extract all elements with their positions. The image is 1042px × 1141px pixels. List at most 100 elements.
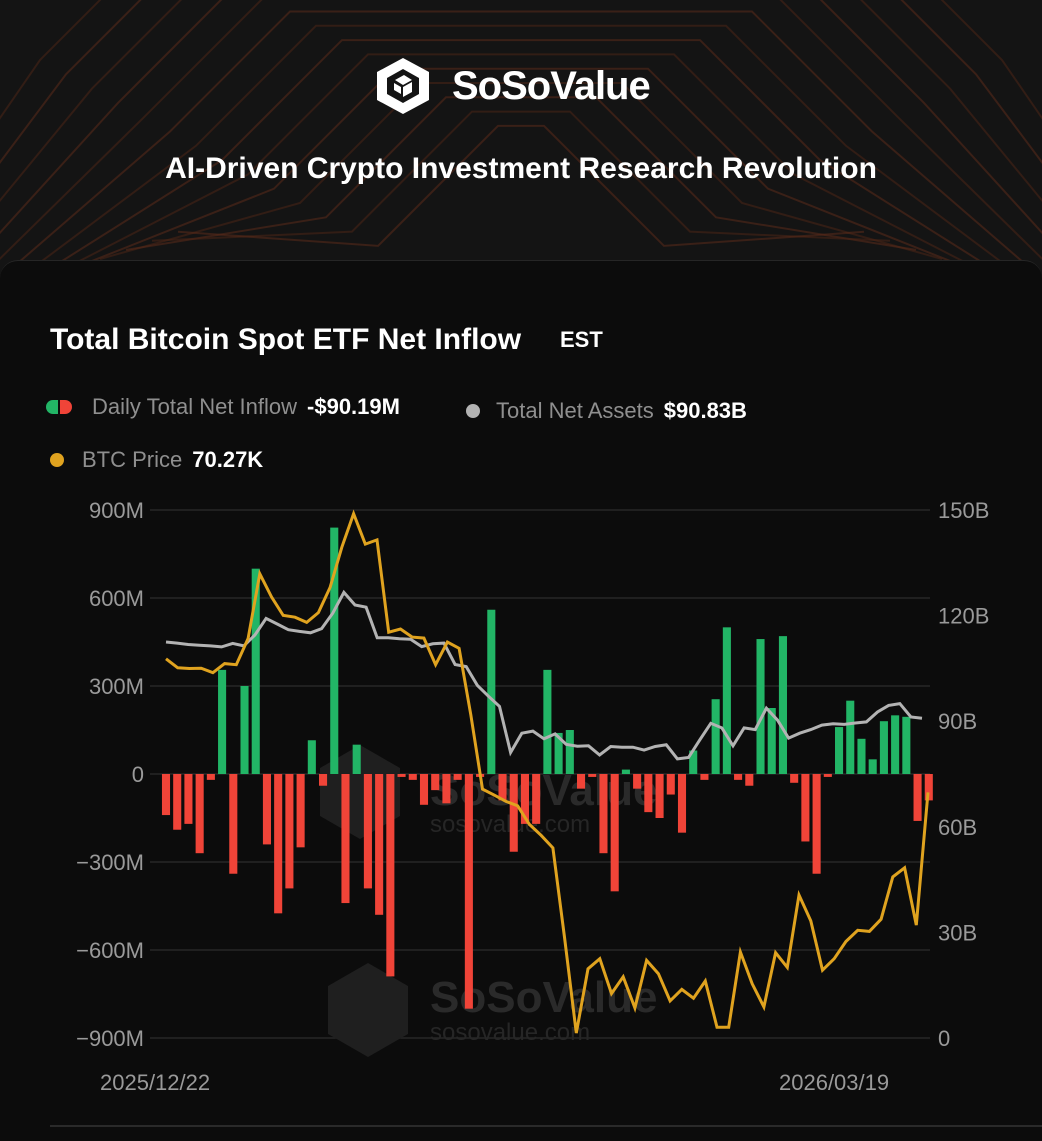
- inflow-bar: [913, 774, 922, 821]
- inflow-bar: [823, 774, 832, 777]
- inflow-bar: [689, 750, 698, 774]
- tagline: AI-Driven Crypto Investment Research Rev…: [165, 152, 877, 185]
- inflow-bar: [767, 708, 776, 774]
- x-start-label: 2025/12/22: [100, 1070, 210, 1095]
- legend-inflow[interactable]: Daily Total Net Inflow -$90.19M: [46, 394, 400, 420]
- inflow-bar: [891, 715, 900, 774]
- inflow-bar: [262, 774, 271, 845]
- right-tick-label: 30B: [938, 920, 977, 945]
- inflow-bar: [801, 774, 810, 842]
- left-tick-label: −900M: [76, 1026, 144, 1051]
- inflow-bar: [285, 774, 294, 889]
- inflow-bar: [352, 744, 361, 774]
- left-tick-label: −300M: [76, 850, 144, 875]
- inflow-bar: [621, 769, 630, 774]
- legend-inflow-value: -$90.19M: [307, 394, 400, 419]
- legend-price[interactable]: BTC Price 70.27K: [50, 447, 263, 473]
- inflow-bar: [745, 774, 754, 786]
- total-net-assets-line: [165, 589, 923, 761]
- right-tick-label: 150B: [938, 498, 989, 523]
- inflow-bar: [846, 700, 855, 774]
- inflow-bars: [161, 527, 933, 1009]
- inflow-bar: [184, 774, 193, 824]
- inflow-bar: [565, 730, 574, 774]
- legend-assets-label: Total Net Assets: [496, 398, 654, 423]
- inflow-bar: [375, 774, 384, 915]
- background-pattern: [0, 0, 1042, 294]
- inflow-bar: [296, 774, 305, 848]
- right-tick-label: 90B: [938, 709, 977, 734]
- inflow-bar: [397, 774, 406, 777]
- right-tick-label: 120B: [938, 604, 989, 629]
- inflow-bar: [610, 774, 619, 892]
- left-tick-label: −600M: [76, 938, 144, 963]
- inflow-bar: [577, 774, 586, 789]
- inflow-bar: [588, 774, 597, 777]
- inflow-bar: [924, 774, 933, 801]
- inflow-bar: [330, 527, 339, 774]
- inflow-bar: [532, 774, 541, 824]
- inflow-bar: [274, 774, 283, 914]
- inflow-bar: [655, 774, 664, 818]
- btc-price-line: [165, 509, 930, 1034]
- inflow-bar: [756, 639, 765, 774]
- inflow-bar: [161, 774, 171, 816]
- legend-inflow-label: Daily Total Net Inflow: [92, 394, 298, 419]
- inflow-bar: [509, 774, 518, 852]
- inflow-bar: [902, 716, 911, 774]
- inflow-bar: [319, 774, 328, 786]
- inflow-bar: [195, 774, 204, 854]
- chart-title: Total Bitcoin Spot ETF Net Inflow: [50, 323, 522, 356]
- inflow-bar: [218, 669, 227, 774]
- chart-card: Total Bitcoin Spot ETF Net Inflow EST Da…: [0, 260, 1042, 1141]
- inflow-outflow-dot-icon: [46, 400, 72, 414]
- legend-price-label: BTC Price: [82, 447, 183, 472]
- right-axis: 150B 120B 90B 60B 30B 0: [938, 498, 989, 1051]
- inflow-bar: [520, 774, 529, 824]
- price-dot-icon: [50, 453, 64, 467]
- inflow-bar: [868, 759, 877, 774]
- etf-flow-chart[interactable]: SoSoValue sosovalue.com SoSoValue sosova…: [0, 480, 1042, 1130]
- inflow-bar: [229, 774, 238, 874]
- watermark-bottom-url: sosovalue.com: [430, 1019, 590, 1046]
- inflow-bar: [543, 669, 552, 774]
- watermark-bottom: SoSoValue sosovalue.com: [328, 963, 657, 1057]
- inflow-bar: [307, 740, 316, 774]
- inflow-bar: [498, 774, 507, 801]
- left-axis: 900M 600M 300M 0 −300M −600M −900M: [76, 498, 144, 1051]
- inflow-bar: [240, 686, 249, 774]
- inflow-bar: [666, 774, 675, 795]
- right-tick-label: 60B: [938, 815, 977, 840]
- inflow-bar: [173, 774, 182, 830]
- inflow-bar: [835, 727, 844, 774]
- left-tick-label: 0: [132, 762, 144, 787]
- left-tick-label: 900M: [89, 498, 144, 523]
- sosovalue-logo-icon: [377, 58, 429, 114]
- x-end-label: 2026/03/19: [779, 1070, 889, 1095]
- inflow-bar: [644, 774, 653, 813]
- legend-assets-value: $90.83B: [663, 398, 747, 423]
- right-tick-label: 0: [938, 1026, 950, 1051]
- inflow-bar: [408, 774, 417, 780]
- inflow-bar: [487, 609, 496, 774]
- inflow-bar: [386, 774, 395, 977]
- legend-price-value: 70.27K: [192, 447, 264, 472]
- inflow-bar: [700, 774, 709, 780]
- legend-assets[interactable]: Total Net Assets $90.83B: [466, 398, 747, 424]
- inflow-bar: [363, 774, 372, 889]
- timezone-label[interactable]: EST: [560, 327, 603, 352]
- brand-name: SoSoValue: [452, 63, 651, 108]
- brand-logo: SoSoValue: [374, 56, 651, 116]
- inflow-bar: [599, 774, 608, 854]
- assets-dot-icon: [466, 404, 480, 418]
- left-tick-label: 300M: [89, 674, 144, 699]
- inflow-bar: [341, 774, 350, 904]
- inflow-bar: [734, 774, 743, 780]
- inflow-bar: [554, 732, 563, 774]
- inflow-bar: [790, 774, 799, 783]
- inflow-bar: [812, 774, 821, 874]
- inflow-bar: [778, 636, 787, 774]
- inflow-bar: [711, 699, 720, 774]
- left-tick-label: 600M: [89, 586, 144, 611]
- inflow-bar: [442, 774, 451, 804]
